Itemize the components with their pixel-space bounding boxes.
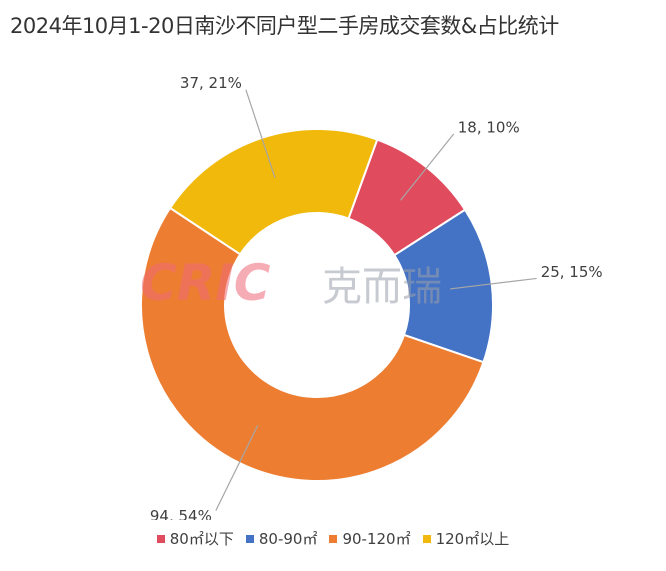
data-label-4: 37, 21% xyxy=(180,74,242,92)
watermark: CRIC 克而瑞 xyxy=(140,254,442,312)
slices xyxy=(140,128,494,482)
leader-line-2 xyxy=(449,277,537,290)
chart-title: 2024年10月1-20日南沙不同户型二手房成交套数&占比统计 xyxy=(10,14,559,38)
legend-swatch-3 xyxy=(329,534,338,543)
legend-swatch-1 xyxy=(156,534,165,543)
legend-swatch-2 xyxy=(245,534,254,543)
legend-label-3: 90-120㎡ xyxy=(342,530,411,548)
data-labels: 18, 10% 25, 15% 94, 54% 37, 21% xyxy=(150,74,603,520)
watermark-cjk: 克而瑞 xyxy=(322,264,442,310)
legend-item-3: 90-120㎡ xyxy=(329,528,411,549)
legend-label-4: 120㎡以上 xyxy=(435,530,510,548)
watermark-latin: CRIC xyxy=(140,254,271,312)
leader-lines xyxy=(215,89,537,511)
legend-label-1: 80㎡以下 xyxy=(169,530,234,548)
leader-line-3 xyxy=(215,424,259,511)
legend-swatch-4 xyxy=(422,534,431,543)
slice-3 xyxy=(140,206,485,482)
legend: 80㎡以下 80-90㎡ 90-120㎡ 120㎡以上 xyxy=(0,528,666,549)
leader-line-4 xyxy=(245,89,276,178)
legend-item-2: 80-90㎡ xyxy=(245,528,318,549)
legend-item-1: 80㎡以下 xyxy=(156,528,234,549)
legend-label-2: 80-90㎡ xyxy=(258,530,318,548)
data-label-3: 94, 54% xyxy=(150,507,212,520)
slice-4 xyxy=(168,128,379,256)
donut-chart: CRIC 克而瑞 18, 10% 25, 15% 94, 54% 37, 21% xyxy=(140,74,603,520)
data-label-1: 18, 10% xyxy=(458,118,520,136)
leader-line-1 xyxy=(400,133,455,201)
data-label-2: 25, 15% xyxy=(541,263,603,281)
legend-item-4: 120㎡以上 xyxy=(422,528,510,549)
